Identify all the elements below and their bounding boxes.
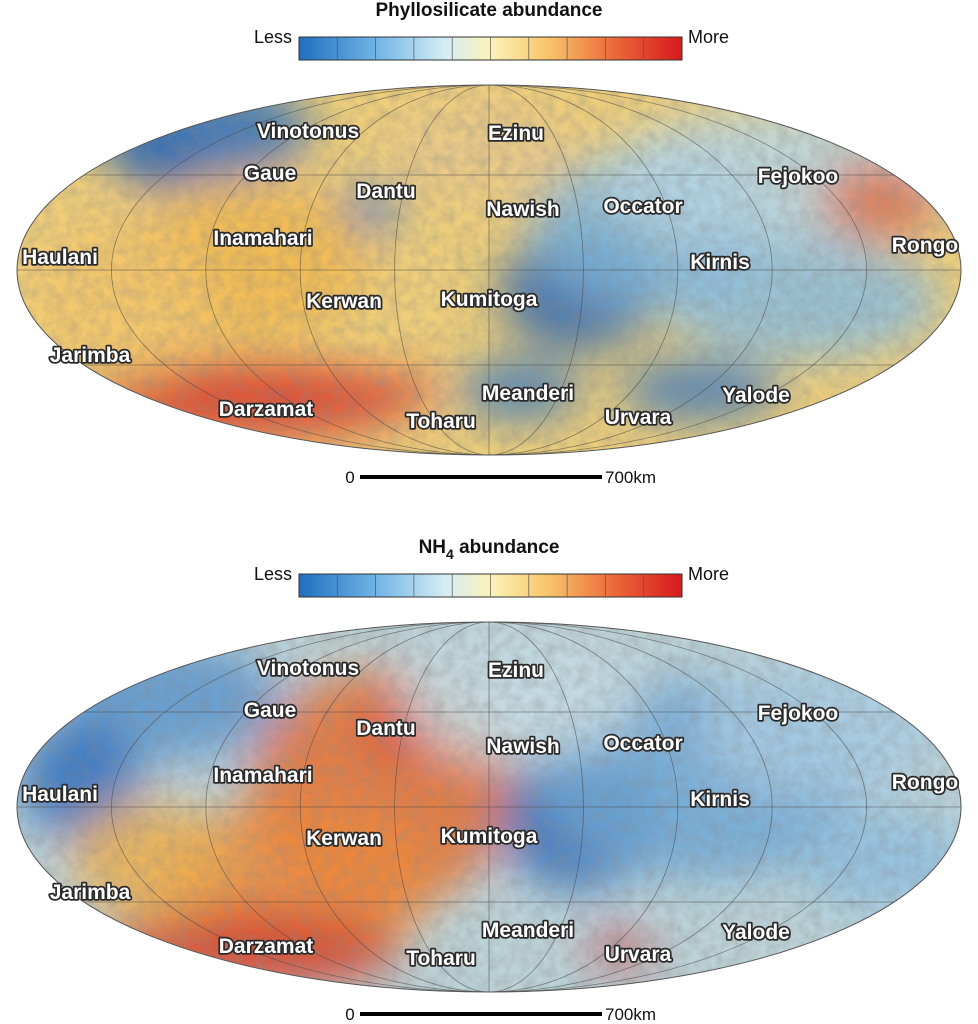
place-label: Kumitoga xyxy=(441,825,538,848)
title-subscript: 4 xyxy=(446,546,454,562)
place-label: Kumitoga xyxy=(441,288,538,311)
legend-low: Less xyxy=(254,564,292,584)
map-title: NH4 abundance xyxy=(419,537,560,562)
scale-end: 700km xyxy=(605,1005,656,1024)
map-surface xyxy=(17,85,961,455)
place-label: Inamahari xyxy=(213,764,312,787)
place-label: Darzamat xyxy=(219,935,314,958)
place-label: Nawish xyxy=(486,735,560,758)
place-label: Urvara xyxy=(605,943,672,966)
place-label: Rongo xyxy=(892,234,958,257)
place-label: Fejokoo xyxy=(758,165,839,188)
place-label: Jarimba xyxy=(50,344,131,367)
place-label: Darzamat xyxy=(219,398,314,421)
legend-high: More xyxy=(688,27,729,47)
map-surface xyxy=(17,622,961,992)
place-label: Meanderi xyxy=(482,382,574,405)
place-label: Gaue xyxy=(244,162,297,185)
place-label: Occator xyxy=(603,732,682,755)
place-label: Gaue xyxy=(244,699,297,722)
map-outline xyxy=(16,84,962,456)
place-label: Ezinu xyxy=(488,122,544,145)
place-label: Urvara xyxy=(605,406,672,429)
place-label: Haulani xyxy=(22,783,98,806)
scale-start: 0 xyxy=(345,468,354,487)
place-label: Yalode xyxy=(722,384,790,407)
title-rest: abundance xyxy=(454,537,560,558)
place-label: Toharu xyxy=(406,410,476,433)
scale-end: 700km xyxy=(605,468,656,487)
place-label: Vinotonus xyxy=(257,120,359,143)
place-label: Dantu xyxy=(356,717,416,740)
map-panel: NH4 abundance Less More Vinotonus Ezinu Gaue D… xyxy=(16,537,962,1024)
map-outline xyxy=(16,621,962,993)
place-label: Dantu xyxy=(356,180,416,203)
scale-start: 0 xyxy=(345,1005,354,1024)
title-base: NH xyxy=(419,537,446,558)
place-label: Haulani xyxy=(22,246,98,269)
place-label: Yalode xyxy=(722,921,790,944)
place-label: Kirnis xyxy=(690,788,750,811)
place-label: Inamahari xyxy=(213,227,312,250)
place-label: Toharu xyxy=(406,947,476,970)
place-label: Jarimba xyxy=(50,881,131,904)
legend-high: More xyxy=(688,564,729,584)
place-label: Meanderi xyxy=(482,919,574,942)
place-label: Kirnis xyxy=(690,251,750,274)
place-label: Kerwan xyxy=(306,290,382,313)
place-label: Ezinu xyxy=(488,659,544,682)
place-label: Fejokoo xyxy=(758,702,839,725)
place-label: Nawish xyxy=(486,198,560,221)
map-panel: Phyllosilicate abundance Less More Vinotonu… xyxy=(16,0,962,487)
place-label: Vinotonus xyxy=(257,657,359,680)
legend-low: Less xyxy=(254,27,292,47)
place-label: Occator xyxy=(603,195,682,218)
place-label: Rongo xyxy=(892,771,958,794)
map-title: Phyllosilicate abundance xyxy=(375,0,602,21)
place-label: Kerwan xyxy=(306,827,382,850)
